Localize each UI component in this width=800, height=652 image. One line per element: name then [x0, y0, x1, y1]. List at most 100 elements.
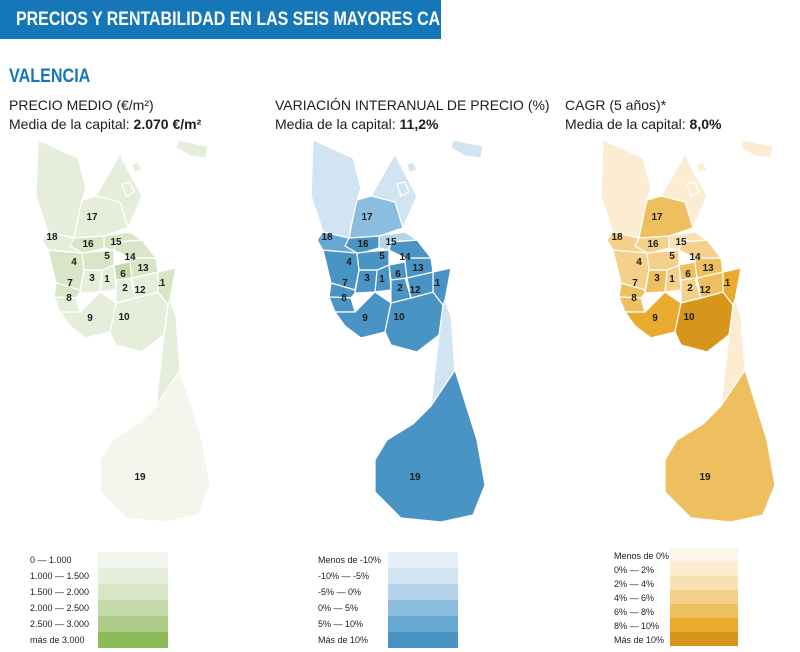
legend-row: Menos de 0% [614, 548, 738, 564]
legend-label: 1.000 — 1.500 [30, 571, 90, 581]
cagr-legend: Menos de 0% 0% — 2% 2% — 4% 4% — 6% 6% — 8% 8… [614, 548, 740, 652]
district-label-11: 11 [720, 278, 731, 289]
district-label-7: 7 [632, 278, 638, 289]
legend-row: 1.500 — 2.000 [30, 584, 168, 600]
legend-label: Menos de -10% [318, 555, 382, 565]
legend-row: 0% — 5% [318, 600, 458, 616]
district-label-14: 14 [399, 252, 411, 263]
district-7 [53, 282, 81, 299]
district-label-8: 8 [631, 293, 637, 304]
legend-row: 2% — 4% [614, 576, 738, 592]
panel-variation-average: Media de la capital: 11,2% [275, 116, 438, 132]
legend-swatch [388, 616, 458, 632]
legend-label: 0 — 1.000 [30, 555, 72, 565]
legend-swatch [388, 552, 458, 568]
legend-swatch [670, 590, 738, 604]
panel-cagr-average: Media de la capital: 8,0% [565, 116, 721, 132]
legend-label: 5% — 10% [318, 619, 364, 629]
district-label-4: 4 [71, 257, 77, 268]
district-label-10: 10 [393, 312, 405, 323]
district-label-17: 17 [651, 212, 663, 223]
legend-row: Más de 10% [318, 632, 458, 648]
average-value: 11,2% [399, 116, 439, 132]
district-label-2: 2 [397, 283, 403, 294]
legend-row: 2.500 — 3.000 [30, 616, 168, 632]
district-label-1: 1 [104, 274, 110, 285]
legend-swatch [670, 618, 738, 632]
district-18 [316, 231, 358, 254]
outlying-area [175, 140, 209, 159]
legend-swatch [670, 604, 738, 618]
district-label-6: 6 [395, 269, 401, 280]
district-label-8: 8 [341, 293, 347, 304]
legend-swatch [670, 576, 738, 590]
legend-swatch [388, 568, 458, 584]
legend-label: 2% — 4% [614, 579, 655, 589]
legend-label: -10% — -5% [318, 571, 370, 581]
district-label-2: 2 [687, 283, 693, 294]
district-label-6: 6 [685, 269, 691, 280]
city-name: VALENCIA [9, 66, 91, 87]
legend-label: 2.500 — 3.000 [30, 619, 90, 629]
legend-swatch [388, 600, 458, 616]
district-label-18: 18 [611, 232, 623, 243]
legend-label: 4% — 6% [614, 593, 655, 603]
legend-label: más de 3.000 [30, 635, 85, 645]
district-4 [47, 249, 85, 291]
legend-row: 0% — 2% [614, 562, 738, 578]
district-label-12: 12 [699, 285, 711, 296]
panel-price-title: PRECIO MEDIO (€/m²) [9, 97, 154, 113]
district-label-3: 3 [364, 273, 370, 284]
district-label-13: 13 [412, 263, 424, 274]
legend-label: -5% — 0% [318, 587, 362, 597]
district-label-5: 5 [669, 251, 675, 262]
district-label-1: 1 [669, 274, 675, 285]
district-label-11: 11 [430, 278, 441, 289]
average-value: 2.070 €/m² [133, 116, 202, 132]
district-19 [664, 368, 776, 523]
variation-legend: Menos de -10% -10% — -5% -5% — 0% 0% — 5% 5%… [318, 552, 458, 652]
district-18 [606, 231, 648, 254]
district-label-15: 15 [385, 237, 397, 248]
district-label-18: 18 [321, 232, 333, 243]
district-label-16: 16 [357, 239, 369, 250]
district-label-17: 17 [361, 212, 373, 223]
district-label-4: 4 [636, 257, 642, 268]
legend-label: 6% — 8% [614, 607, 655, 617]
district-17 [638, 195, 694, 239]
district-19 [99, 368, 211, 523]
legend-row: -5% — 0% [318, 584, 458, 600]
district-label-14: 14 [689, 252, 701, 263]
district-label-5: 5 [379, 251, 385, 262]
outlying-area [450, 140, 484, 159]
district-label-1: 1 [379, 274, 385, 285]
legend-label: 1.500 — 2.000 [30, 587, 90, 597]
legend-swatch [670, 562, 738, 576]
legend-row: 0 — 1.000 [30, 552, 168, 568]
district-label-6: 6 [120, 269, 126, 280]
outlying-area [131, 161, 143, 173]
legend-label: 0% — 2% [614, 565, 655, 575]
legend-swatch [98, 632, 168, 648]
district-label-9: 9 [652, 313, 658, 324]
legend-swatch [98, 568, 168, 584]
district-label-18: 18 [46, 232, 58, 243]
legend-swatch [670, 632, 738, 646]
legend-label: Menos de 0% [614, 551, 670, 561]
legend-row: 1.000 — 1.500 [30, 568, 168, 584]
district-19 [374, 368, 486, 523]
legend-swatch [98, 600, 168, 616]
district-label-19: 19 [134, 472, 146, 483]
district-label-2: 2 [122, 283, 128, 294]
district-18 [41, 231, 83, 254]
legend-label: 0% — 5% [318, 603, 359, 613]
outlying-area [740, 140, 774, 159]
legend-row: Más de 10% [614, 632, 738, 648]
district-label-3: 3 [654, 273, 660, 284]
legend-row: 5% — 10% [318, 616, 458, 632]
district-7 [328, 282, 356, 299]
legend-row: -10% — -5% [318, 568, 458, 584]
